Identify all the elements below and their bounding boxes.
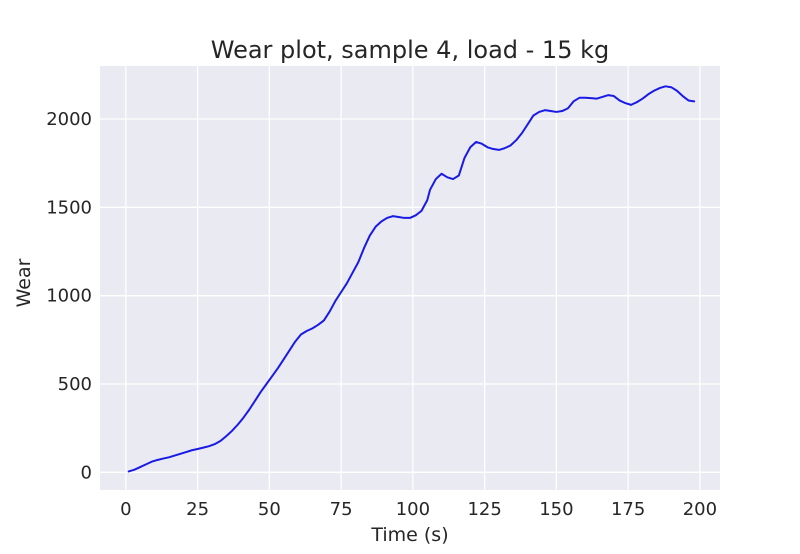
y-tick-label: 500 — [58, 374, 92, 395]
x-tick-label: 25 — [186, 499, 209, 520]
x-tick-label: 125 — [467, 499, 501, 520]
chart-title: Wear plot, sample 4, load - 15 kg — [211, 36, 609, 64]
x-tick-label: 150 — [539, 499, 573, 520]
y-axis-tick-labels: 0 500 1000 1500 2000 — [46, 109, 92, 483]
x-tick-label: 75 — [330, 499, 353, 520]
y-tick-label: 0 — [81, 462, 92, 483]
y-tick-label: 2000 — [46, 109, 92, 130]
x-tick-label: 0 — [120, 499, 131, 520]
x-tick-label: 100 — [396, 499, 430, 520]
x-axis-tick-labels: 0 25 50 75 100 125 150 175 200 — [120, 499, 717, 520]
vertical-gridlines — [125, 66, 701, 490]
x-tick-label: 50 — [258, 499, 281, 520]
plot-area-background — [100, 66, 720, 490]
horizontal-gridlines — [100, 118, 720, 473]
x-tick-label: 200 — [683, 499, 717, 520]
x-tick-label: 175 — [611, 499, 645, 520]
x-axis-label: Time (s) — [370, 524, 448, 546]
y-tick-label: 1000 — [46, 286, 92, 307]
wear-series-line — [127, 85, 696, 473]
y-axis-label: Wear — [13, 258, 35, 307]
y-tick-label: 1500 — [46, 197, 92, 218]
